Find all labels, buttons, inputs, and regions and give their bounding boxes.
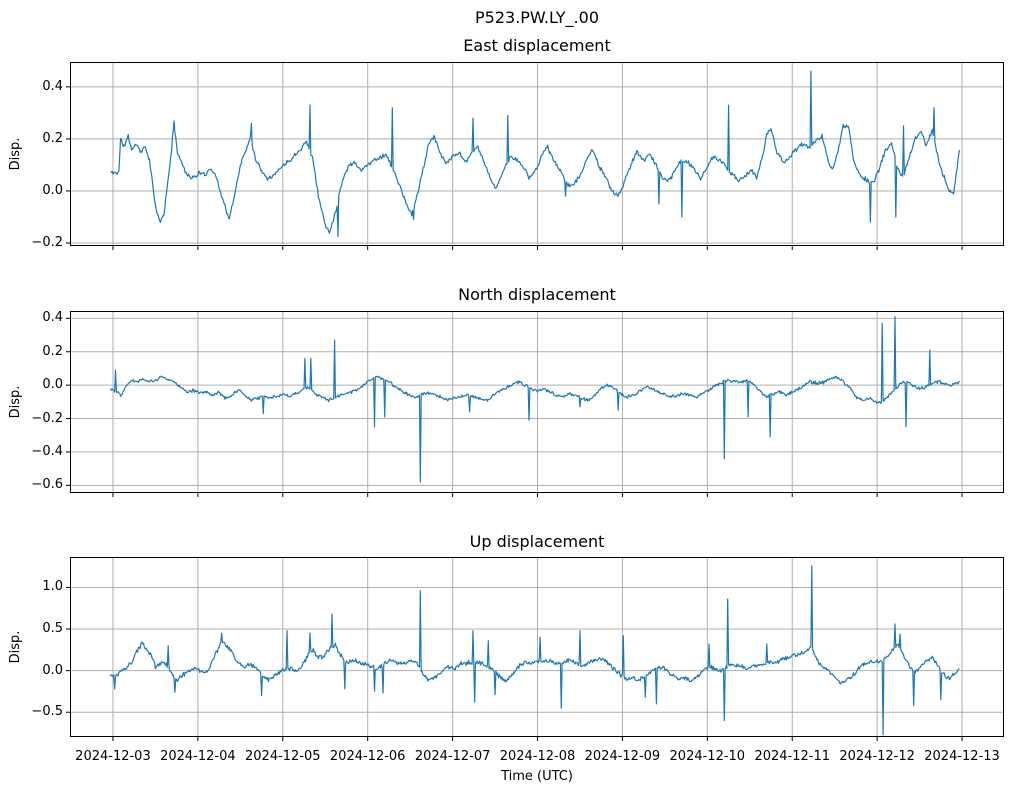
x-tick-label: 2024-12-13	[924, 749, 1000, 764]
subplot-title-east: East displacement	[463, 36, 611, 55]
y-tick-label: −0.4	[31, 443, 63, 459]
subplot-title-north: North displacement	[458, 285, 616, 304]
x-tick-label: 2024-12-05	[245, 749, 321, 764]
x-tick-label: 2024-12-03	[75, 749, 151, 764]
x-tick-label: 2024-12-11	[754, 749, 831, 764]
y-tick-label: 0.4	[42, 78, 63, 94]
x-tick-label: 2024-12-12	[839, 749, 915, 764]
x-tick-label: 2024-12-06	[329, 749, 406, 764]
figure-title: P523.PW.LY_.00	[475, 8, 599, 27]
y-tick-label: 0.2	[42, 130, 63, 146]
y-tick-label: 0.5	[42, 621, 63, 637]
y-tick-label: 0.0	[42, 377, 63, 393]
y-tick-label: 0.4	[42, 310, 63, 326]
x-axis-label: Time (UTC)	[501, 769, 573, 784]
y-tick-label: −0.5	[31, 704, 63, 720]
x-tick-label: 2024-12-10	[669, 749, 746, 764]
y-tick-label: 0.0	[42, 182, 63, 198]
y-tick-label: 0.0	[42, 662, 63, 678]
subplot-title-up: Up displacement	[469, 532, 605, 551]
y-tick-label: −0.2	[31, 235, 63, 250]
x-tick-label: 2024-12-07	[414, 749, 491, 764]
x-tick-label: 2024-12-09	[584, 749, 661, 764]
x-tick-label: 2024-12-08	[499, 749, 576, 764]
y-tick-label: 1.0	[42, 579, 63, 595]
y-tick-label: −0.6	[31, 477, 63, 493]
x-tick-label: 2024-12-04	[160, 749, 236, 764]
y-tick-label: −0.2	[31, 410, 63, 426]
y-tick-label: 0.2	[42, 343, 63, 359]
